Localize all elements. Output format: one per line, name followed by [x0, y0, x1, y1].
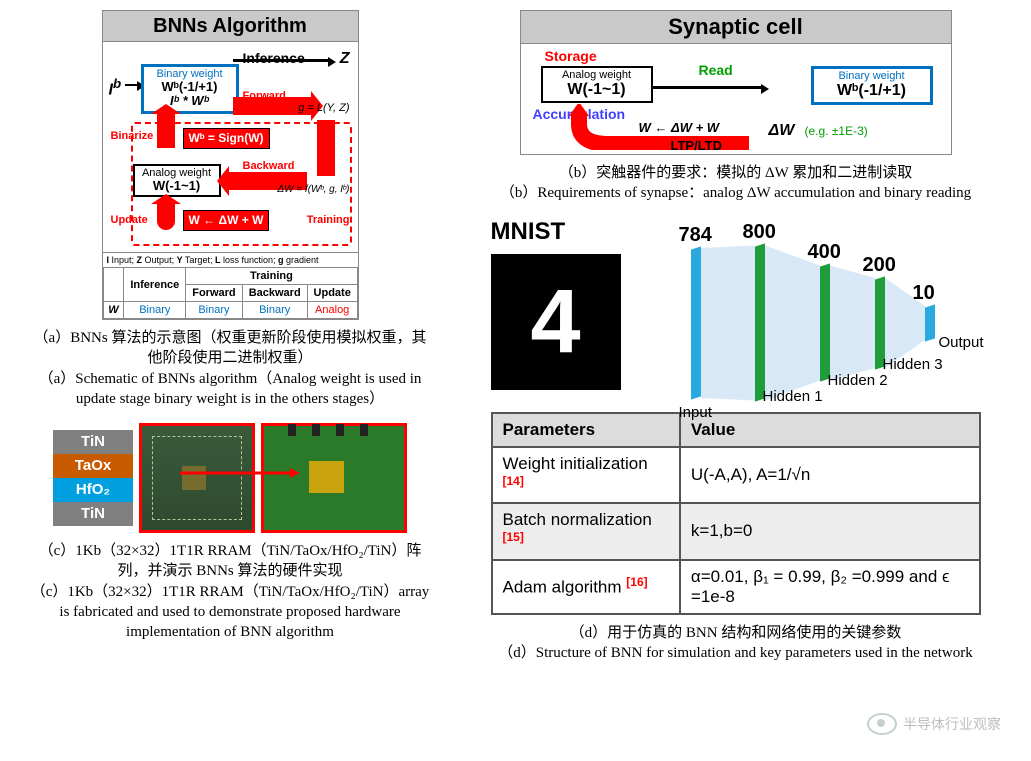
net-layer-label: Hidden 1 — [763, 388, 823, 405]
stack-layer: TaOx — [53, 454, 133, 478]
panel-b-synaptic-cell: Synaptic cell Storage Analog weight W(-1… — [520, 10, 952, 155]
param-row: Weight initialization [14]U(-A,A), A=1/√… — [492, 447, 980, 504]
panel-b-title: Synaptic cell — [521, 11, 951, 44]
net-layer-size: 10 — [913, 282, 935, 305]
rram-stack: TiNTaOxHfO₂TiN — [53, 430, 133, 526]
panel-a-legend: I Input; Z Output; Y Target; L loss func… — [103, 252, 358, 267]
net-layer-slab — [925, 304, 935, 341]
panel-a-diagram: Ib Binary weight Wᵇ(-1/+1) Iᵇ * Wᵇ Infer… — [103, 42, 358, 252]
panel-a-title: BNNs Algorithm — [103, 11, 358, 42]
stack-layer: TiN — [53, 430, 133, 454]
net-layer-size: 400 — [808, 241, 841, 264]
rram-die-photo — [139, 423, 255, 533]
net-layer-slab — [755, 243, 765, 401]
net-layer-size: 200 — [863, 254, 896, 277]
network-diagram: 784Input800Hidden 1400Hidden 2200Hidden … — [635, 218, 975, 408]
net-layer-size: 800 — [743, 221, 776, 244]
watermark-eye-icon — [867, 713, 897, 735]
stack-layer: TiN — [53, 502, 133, 526]
panel-a-caption: （a）BNNs 算法的示意图（权重更新阶段使用模拟权重，其他阶段使用二进制权重）… — [30, 328, 430, 409]
param-row: Adam algorithm [16]α=0.01, β₁ = 0.99, β₂… — [492, 560, 980, 614]
net-layer-label: Output — [939, 334, 984, 351]
panel-a-table: InferenceTraining ForwardBackwardUpdate … — [103, 267, 358, 319]
figure-page: BNNs Algorithm Ib Binary weight Wᵇ(-1/+1… — [0, 0, 1031, 761]
rram-pcb-photo — [261, 423, 407, 533]
panel-b-caption: （b）突触器件的要求：模拟的 ΔW 累加和二进制读取 （b）Requiremen… — [470, 163, 1001, 204]
panel-c-rram: TiNTaOxHfO₂TiN — [30, 423, 430, 533]
watermark: 半导体行业观察 — [867, 713, 1001, 735]
param-row: Batch normalization [15]k=1,b=0 — [492, 503, 980, 560]
panel-b-diagram: Storage Analog weight W(-1~1) Read Binar… — [521, 44, 951, 154]
net-layer-size: 784 — [679, 224, 712, 247]
panel-a-bnns-algorithm: BNNs Algorithm Ib Binary weight Wᵇ(-1/+1… — [102, 10, 359, 320]
panel-c-caption: （c）1Kb（32×32）1T1R RRAM（TiN/TaOx/HfO₂/TiN… — [30, 541, 430, 642]
parameters-table: ParametersValue Weight initialization [1… — [491, 412, 981, 615]
net-layer-slab — [820, 263, 830, 381]
stack-layer: HfO₂ — [53, 478, 133, 502]
net-layer-slab — [691, 246, 701, 399]
mnist-label: MNIST — [491, 218, 621, 246]
mnist-sample-icon: 4 — [491, 254, 621, 390]
panel-d-caption: （d）用于仿真的 BNN 结构和网络使用的关键参数 （d）Structure o… — [470, 623, 1001, 664]
panel-d-bnn-structure: MNIST 4 784 Input 800 Hidden 1 400 Hidden 2 20… — [491, 218, 981, 615]
net-layer-label: Input — [679, 404, 712, 421]
net-layer-label: Hidden 2 — [828, 372, 888, 389]
net-layer-label: Hidden 3 — [883, 356, 943, 373]
